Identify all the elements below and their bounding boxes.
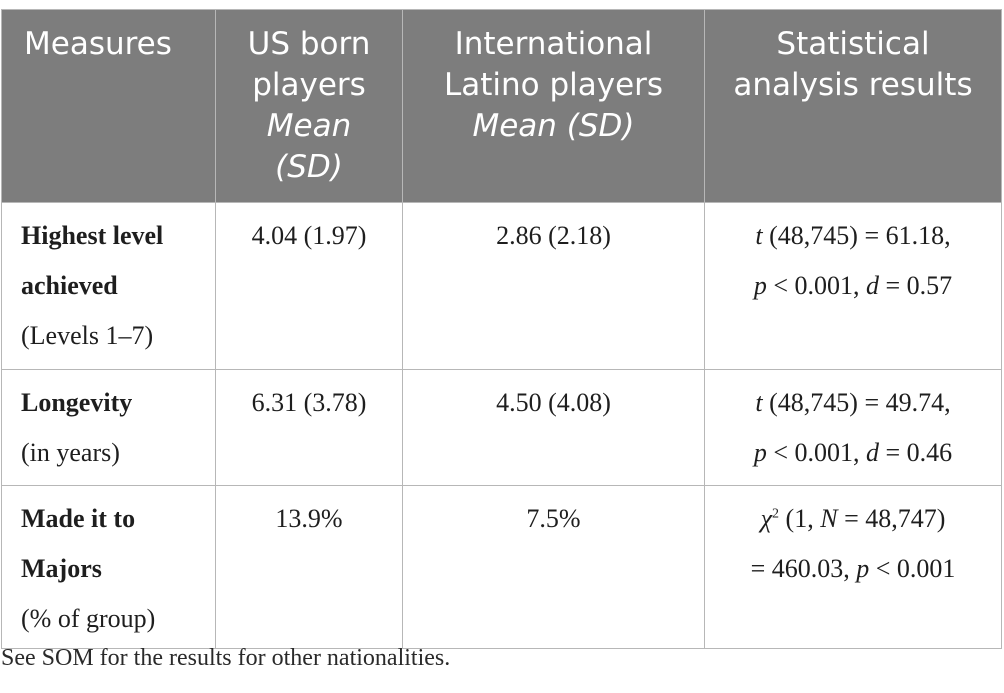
header-us-born: US born players Mean (SD): [215, 9, 403, 203]
statistical-result: t (48,745) = 49.74, p < 0.001, d = 0.46: [704, 369, 1002, 486]
statistical-result: t (48,745) = 61.18, p < 0.001, d = 0.57: [704, 202, 1002, 370]
table-row-longevity: Longevity (in years) 6.31 (3.78) 4.50 (4…: [1, 369, 1002, 486]
measure-label: Longevity (in years): [1, 369, 216, 486]
table-footnote: See SOM for the results for other nation…: [1, 645, 451, 671]
header-row: Measures US born players Mean (SD) Inter…: [1, 9, 1002, 203]
international-value: 4.50 (4.08): [402, 369, 705, 486]
header-measures: Measures: [1, 9, 216, 203]
statistical-result: χ2 (1, N = 48,747) = 460.03, p < 0.001: [704, 485, 1002, 649]
us-born-value: 6.31 (3.78): [215, 369, 403, 486]
header-statistical-analysis: Statistical analysis results: [704, 9, 1002, 203]
international-value: 2.86 (2.18): [402, 202, 705, 370]
table-row-highest-level: Highest level achieved (Levels 1–7) 4.04…: [1, 202, 1002, 370]
us-born-value: 13.9%: [215, 485, 403, 649]
us-born-value: 4.04 (1.97): [215, 202, 403, 370]
table-row-made-it-to-majors: Made it to Majors (% of group) 13.9% 7.5…: [1, 485, 1002, 649]
header-international-latino: International Latino players Mean (SD): [402, 9, 705, 203]
results-table: Measures US born players Mean (SD) Inter…: [1, 9, 1002, 649]
international-value: 7.5%: [402, 485, 705, 649]
measure-label: Highest level achieved (Levels 1–7): [1, 202, 216, 370]
measure-label: Made it to Majors (% of group): [1, 485, 216, 649]
